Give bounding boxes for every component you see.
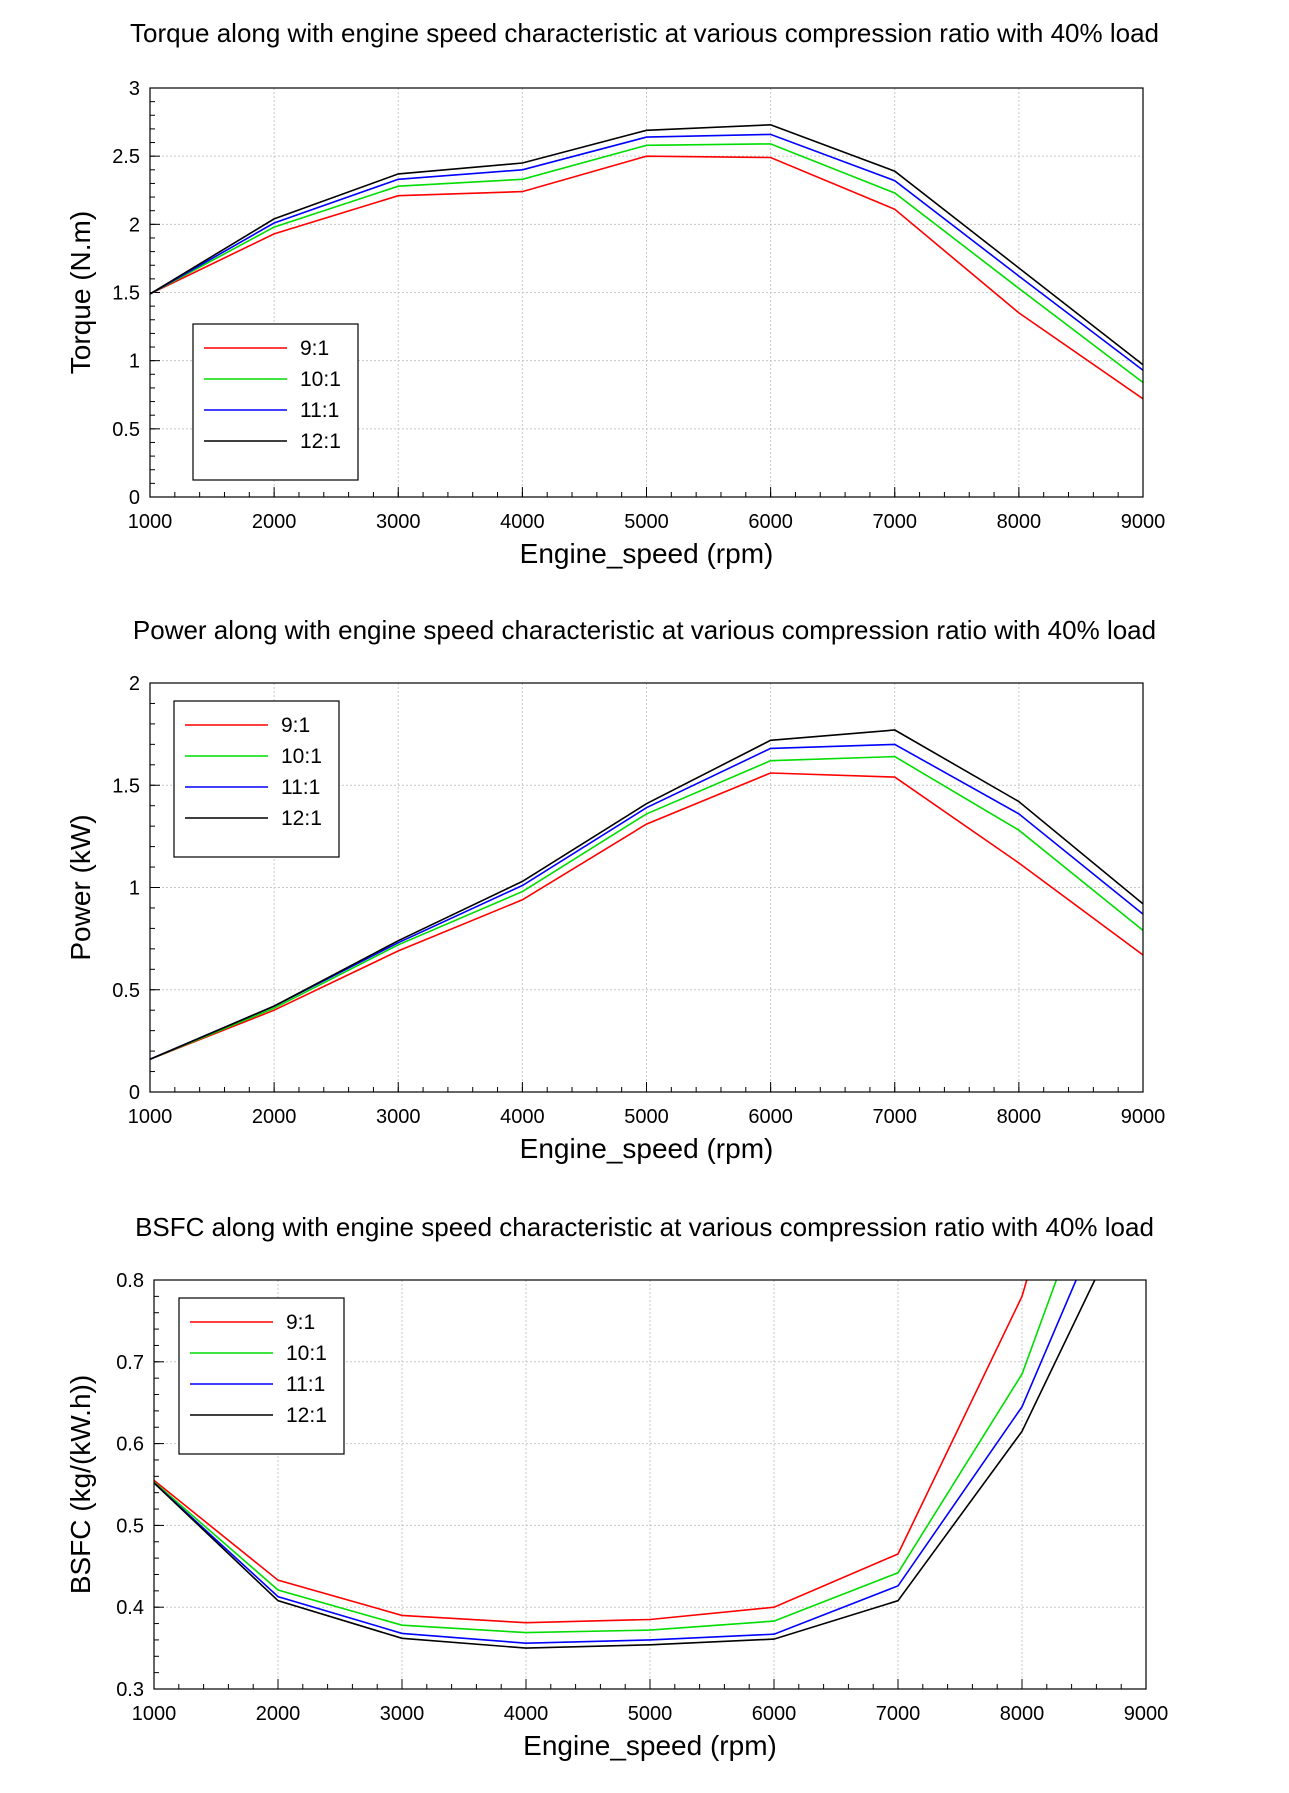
y-tick-label: 0.4 xyxy=(116,1597,144,1619)
legend-label: 10:1 xyxy=(300,368,341,391)
x-tick-label: 2000 xyxy=(252,511,297,533)
x-tick-label: 3000 xyxy=(376,511,421,533)
series-line-9-1 xyxy=(150,772,1143,1061)
legend-label: 9:1 xyxy=(281,714,310,737)
legend-box xyxy=(178,1297,345,1455)
x-tick-label: 6000 xyxy=(748,511,793,533)
y-tick-label: 0.5 xyxy=(116,1515,144,1537)
x-tick-label: 1000 xyxy=(128,511,173,533)
y-tick-label: 2 xyxy=(129,673,140,695)
x-tick-label: 5000 xyxy=(624,511,669,533)
x-tick-label: 8000 xyxy=(997,511,1042,533)
series-line-12-1 xyxy=(154,1280,1096,1649)
legend-box xyxy=(192,323,359,481)
chart-title: Power along with engine speed characteri… xyxy=(132,615,1157,645)
chart-title: BSFC along with engine speed characteris… xyxy=(135,1212,1154,1242)
series-line-9-1 xyxy=(154,1280,1028,1624)
series-line-11-1 xyxy=(154,1280,1078,1645)
series-line-12-1 xyxy=(150,123,1143,366)
x-tick-label: 8000 xyxy=(1000,1703,1045,1725)
x-tick-label: 6000 xyxy=(752,1703,797,1725)
x-tick-label: 1000 xyxy=(132,1703,177,1725)
x-tick-label: 3000 xyxy=(376,1106,421,1128)
power-plot: 1000 2000 3000 4000 5000 6000 7000 8000 9000 0 0.5… xyxy=(65,673,1166,1164)
series-line-10-1 xyxy=(154,1280,1058,1634)
legend-label: 9:1 xyxy=(286,1311,315,1334)
y-axis-label: Torque (N.m) xyxy=(65,211,96,374)
legend-label: 9:1 xyxy=(300,337,329,360)
x-tick-label: 4000 xyxy=(500,511,545,533)
chart-title: Torque along with engine speed character… xyxy=(129,18,1159,48)
x-tick-label: 7000 xyxy=(873,1106,918,1128)
x-tick-label: 5000 xyxy=(628,1703,673,1725)
series-line-10-1 xyxy=(150,143,1143,384)
x-tick-label: 8000 xyxy=(997,1106,1042,1128)
y-tick-label: 1.5 xyxy=(112,775,140,797)
x-tick-label: 2000 xyxy=(256,1703,301,1725)
y-tick-label: 0.8 xyxy=(116,1270,144,1292)
x-tick-label: 4000 xyxy=(504,1703,549,1725)
legend-label: 12:1 xyxy=(300,430,341,453)
legend-label: 11:1 xyxy=(300,399,339,422)
plot-frame xyxy=(153,1279,1147,1690)
y-tick-label: 0 xyxy=(129,487,140,509)
y-tick-label: 1 xyxy=(129,878,140,900)
legend-label: 10:1 xyxy=(281,745,322,768)
y-tick-label: 2 xyxy=(129,214,140,236)
x-tick-label: 3000 xyxy=(380,1703,425,1725)
series-line-11-1 xyxy=(150,133,1143,371)
x-axis-label: Engine_speed (rpm) xyxy=(520,538,774,569)
y-tick-label: 3 xyxy=(129,78,140,100)
y-axis-label: Power (kW) xyxy=(65,814,96,960)
y-tick-label: 2.5 xyxy=(112,146,140,168)
torque-plot: 1000 2000 3000 4000 5000 6000 7000 8000 9000 0 0.5… xyxy=(65,78,1166,569)
legend-label: 12:1 xyxy=(281,807,322,830)
legend-label: 11:1 xyxy=(286,1373,325,1396)
legend-label: 10:1 xyxy=(286,1342,327,1365)
series-line-9-1 xyxy=(150,155,1143,400)
plot-frame xyxy=(149,87,1144,498)
plot-frame xyxy=(149,682,1144,1093)
legend-label: 12:1 xyxy=(286,1404,327,1427)
x-tick-label: 9000 xyxy=(1121,511,1166,533)
y-tick-label: 0 xyxy=(129,1082,140,1104)
x-tick-label: 1000 xyxy=(128,1106,173,1128)
y-tick-label: 0.6 xyxy=(116,1434,144,1456)
x-tick-label: 7000 xyxy=(873,511,918,533)
legend-box xyxy=(173,700,340,858)
y-tick-label: 1.5 xyxy=(112,283,140,305)
y-axis-label: BSFC (kg/(kW.h)) xyxy=(65,1375,96,1594)
x-tick-label: 9000 xyxy=(1124,1703,1169,1725)
x-tick-label: 2000 xyxy=(252,1106,297,1128)
y-tick-label: 0.5 xyxy=(112,419,140,441)
y-tick-label: 0.3 xyxy=(116,1679,144,1701)
x-axis-label: Engine_speed (rpm) xyxy=(520,1133,774,1164)
x-tick-label: 4000 xyxy=(500,1106,545,1128)
y-tick-label: 0.5 xyxy=(112,980,140,1002)
legend-label: 11:1 xyxy=(281,776,320,799)
x-axis-label: Engine_speed (rpm) xyxy=(523,1730,777,1761)
series-line-12-1 xyxy=(150,729,1143,1061)
y-tick-label: 0.7 xyxy=(116,1352,144,1374)
x-tick-label: 5000 xyxy=(624,1106,669,1128)
x-tick-label: 9000 xyxy=(1121,1106,1166,1128)
x-tick-label: 7000 xyxy=(876,1703,921,1725)
series-line-10-1 xyxy=(150,755,1143,1061)
x-tick-label: 6000 xyxy=(748,1106,793,1128)
y-tick-label: 1 xyxy=(129,351,140,373)
